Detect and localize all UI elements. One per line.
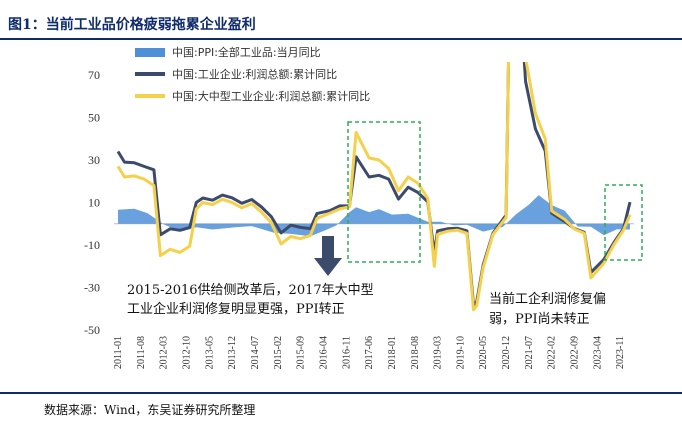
annotation-text: 当前工企利润修复偏 bbox=[489, 291, 606, 307]
x-tick-label: 2019-10 bbox=[455, 336, 466, 369]
x-tick-label: 2021-07 bbox=[524, 336, 535, 369]
x-tick-label: 2016-11 bbox=[341, 336, 352, 369]
chart-title: 图1：当前工业品价格疲弱拖累企业盈利 bbox=[8, 17, 256, 33]
down-arrow-icon bbox=[314, 236, 342, 276]
legend-label: 中国:大中型工业企业:利润总额:累计同比 bbox=[172, 89, 370, 103]
x-tick-label: 2020-12 bbox=[501, 336, 512, 369]
legend-label: 中国:PPI:全部工业品:当月同比 bbox=[172, 45, 321, 59]
legend-item: 中国:工业企业:利润总额:累计同比 bbox=[135, 67, 337, 81]
x-tick-label: 2011-08 bbox=[136, 336, 147, 369]
x-tick-label: 2023-11 bbox=[615, 336, 626, 369]
x-tick-label: 2013-05 bbox=[204, 336, 215, 369]
annotation-text: 工业企业利润修复明显更强，PPI转正 bbox=[127, 301, 345, 317]
x-tick-label: 2022-02 bbox=[547, 336, 558, 369]
arrow-shape bbox=[314, 236, 342, 276]
plot-area bbox=[116, 62, 632, 312]
x-tick-label: 2022-09 bbox=[570, 336, 581, 369]
legend-item: 中国:大中型工业企业:利润总额:累计同比 bbox=[135, 89, 370, 103]
x-tick-label: 2018-08 bbox=[410, 336, 421, 369]
highlight-box bbox=[347, 121, 421, 263]
legend: 中国:PPI:全部工业品:当月同比中国:工业企业:利润总额:累计同比中国:大中型… bbox=[135, 45, 370, 103]
legend-swatch bbox=[135, 48, 165, 57]
annotation-text: 2015-2016供给侧改革后，2017年大中型 bbox=[127, 283, 374, 298]
x-tick-label: 2017-06 bbox=[364, 336, 375, 369]
source-bar: 数据来源：Wind，东吴证券研究所整理 bbox=[0, 392, 682, 422]
legend-item: 中国:PPI:全部工业品:当月同比 bbox=[135, 45, 321, 59]
highlight-boxes bbox=[347, 121, 643, 263]
x-tick-label: 2014-07 bbox=[250, 336, 261, 369]
y-tick-label: 10 bbox=[88, 196, 100, 210]
y-tick-label: -30 bbox=[84, 281, 100, 295]
legend-label: 中国:工业企业:利润总额:累计同比 bbox=[172, 67, 337, 81]
x-tick-label: 2020-05 bbox=[478, 336, 489, 369]
annotations: 2015-2016供给侧改革后，2017年大中型工业企业利润修复明显更强，PPI… bbox=[127, 283, 606, 327]
x-axis: 2011-01 2011-08 2012-03 2012-10 2013-05 2013-… bbox=[113, 336, 626, 369]
y-tick-label: -10 bbox=[84, 238, 100, 252]
source-text: 数据来源：Wind，东吴证券研究所整理 bbox=[44, 403, 256, 417]
series-industrial-profit-line bbox=[116, 62, 632, 307]
x-tick-label: 2023-04 bbox=[592, 336, 603, 369]
y-tick-label: 50 bbox=[88, 111, 100, 125]
series-ppi-area bbox=[118, 195, 630, 237]
y-tick-label: 30 bbox=[88, 153, 100, 167]
chart-canvas: 中国:PPI:全部工业品:当月同比中国:工业企业:利润总额:累计同比中国:大中型… bbox=[84, 45, 643, 369]
title-bar: 图1：当前工业品价格疲弱拖累企业盈利 bbox=[0, 0, 682, 40]
x-tick-label: 2013-12 bbox=[227, 336, 238, 369]
x-tick-label: 2012-10 bbox=[182, 336, 193, 369]
x-tick-label: 2012-03 bbox=[159, 336, 170, 369]
x-tick-label: 2011-01 bbox=[113, 336, 124, 369]
x-tick-label: 2019-03 bbox=[433, 336, 444, 369]
annotation-text: 弱，PPI尚未转正 bbox=[489, 312, 590, 327]
series-large-medium-profit-line bbox=[116, 62, 632, 312]
y-tick-label: -50 bbox=[84, 323, 100, 337]
x-tick-label: 2016-04 bbox=[319, 336, 330, 369]
y-tick-label: 70 bbox=[88, 68, 100, 82]
x-tick-label: 2015-09 bbox=[296, 336, 307, 369]
x-tick-label: 2018-01 bbox=[387, 336, 398, 369]
x-tick-label: 2015-02 bbox=[273, 336, 284, 369]
y-axis: 70 50 30 10 -10 -30 -50 bbox=[84, 68, 100, 337]
